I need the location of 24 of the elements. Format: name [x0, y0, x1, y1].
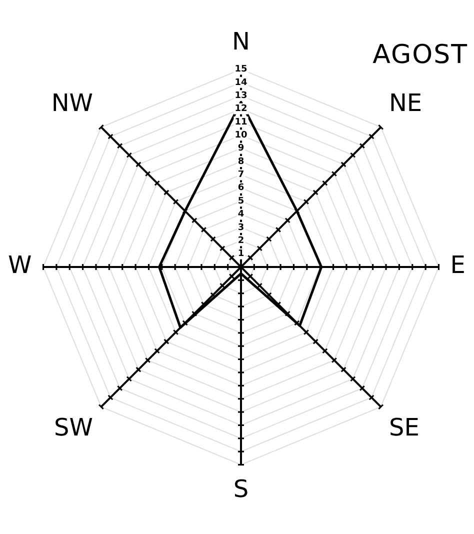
spoke-label: E	[450, 251, 466, 280]
spoke-label: NE	[388, 88, 422, 117]
chart-title: AGOST	[372, 40, 468, 70]
y-tick-label: 6	[238, 183, 244, 194]
spoke-label: S	[233, 474, 249, 503]
y-tick-label: 7	[238, 170, 244, 180]
y-tick-label: 11	[234, 117, 248, 128]
y-tick-label: 8	[238, 156, 244, 167]
y-tick-label: 10	[234, 130, 248, 140]
spoke-label: SW	[54, 414, 94, 442]
y-tick-label: 12	[234, 104, 248, 114]
y-tick-label: 15	[234, 64, 248, 75]
y-tick-label: 4	[238, 210, 244, 220]
y-tick-label: 5	[238, 196, 244, 206]
y-tick-label: 2	[238, 236, 244, 246]
spoke-label: W	[8, 251, 32, 280]
y-tick-label: 1	[238, 249, 244, 260]
spoke-label: SE	[388, 414, 420, 442]
y-tick-label: 9	[238, 144, 244, 154]
y-tick-label: 14	[234, 78, 248, 88]
spoke-label: N	[232, 28, 250, 56]
y-tick-label: 3	[238, 222, 244, 233]
spoke-label: NW	[51, 88, 94, 117]
y-tick-label: 13	[234, 90, 248, 101]
